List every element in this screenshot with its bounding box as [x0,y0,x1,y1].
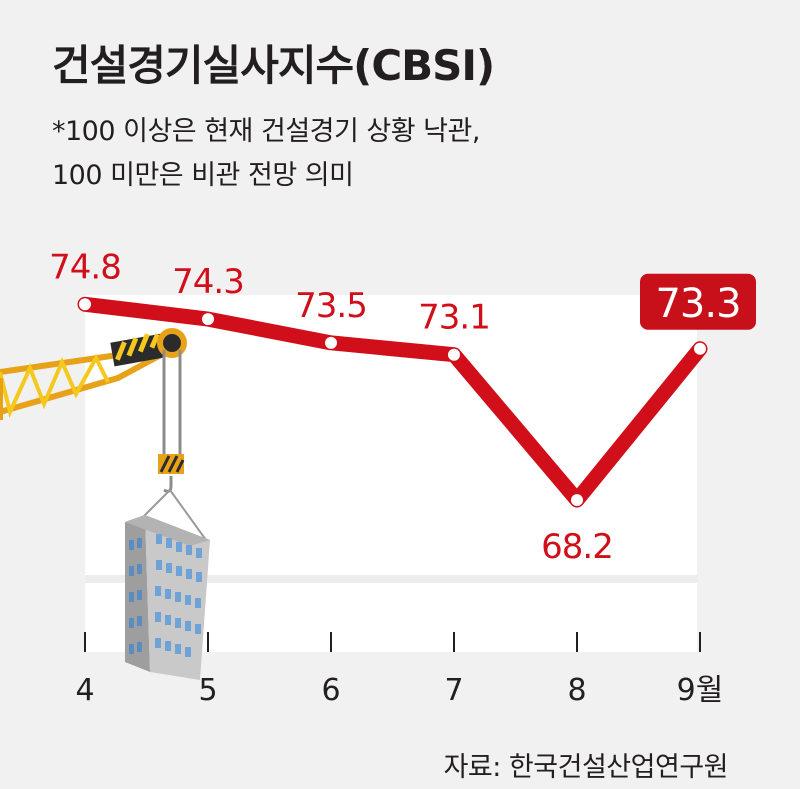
data-label: 68.2 [541,527,613,567]
note-line-2: 100 미만은 비관 전망 의미 [52,160,354,191]
data-label: 73.1 [418,298,490,338]
crane-arm [0,328,187,420]
x-tick-label: 7 [444,673,463,708]
x-tick-label: 8 [567,673,586,708]
x-tick-label: 6 [321,673,340,708]
x-tick-label: 9월 [677,673,724,708]
highlight-label-box [640,273,756,330]
data-label: 73.5 [295,286,367,326]
building-illustration [125,515,210,680]
data-label: 74.3 [172,262,244,302]
data-label: 74.8 [49,247,121,287]
crane-illustration [0,328,210,680]
plot-divider [85,575,697,583]
data-label: 73.3 [655,281,740,327]
chart-title: 건설경기실사지수(CBSI) [52,41,495,90]
data-point [79,298,91,311]
data-point [694,342,706,355]
data-point [571,494,583,507]
data-labels: 74.8 74.3 73.5 73.1 68.2 73.3 [49,247,756,567]
chart-note: *100 이상은 현재 건설경기 상황 낙관, 100 미만은 비관 전망 의미 [52,110,480,198]
x-tick-label: 4 [75,673,94,708]
data-point [202,313,214,326]
series [77,296,708,508]
data-point [448,348,460,361]
x-tick-label: 5 [198,673,217,708]
data-point [325,336,337,349]
note-line-1: *100 이상은 현재 건설경기 상황 낙관, [52,116,480,147]
x-axis: 4 5 6 7 8 9월 [75,632,723,708]
series-line [77,296,708,508]
source-text: 자료: 한국건설산업연구원 [443,752,729,783]
